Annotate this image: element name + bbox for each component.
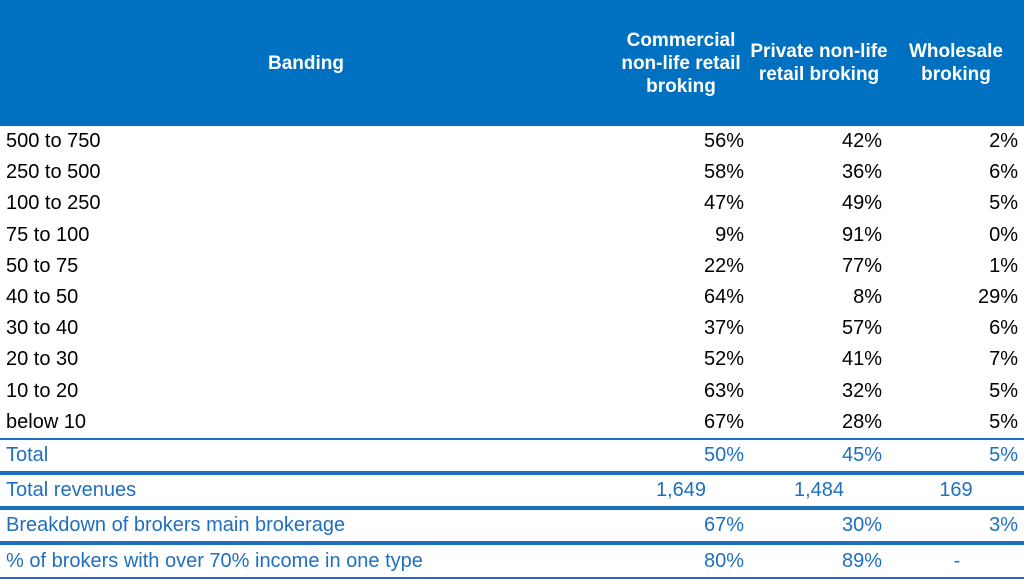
total-row: Total 50% 45% 5% (0, 437, 1024, 474)
breakdown-row: Breakdown of brokers main brokerage 67% 30… (0, 506, 1024, 544)
cell-wholesale: 6% (989, 161, 1018, 184)
cell-private: 77% (841, 254, 882, 277)
table-row: 20 to 30 52% 41% 7% (0, 344, 1024, 375)
cell-commercial: 63% (703, 379, 744, 402)
row-label: 20 to 30 (6, 348, 79, 371)
cell-wholesale: 6% (989, 317, 1018, 340)
table-row: below 10 67% 28% 5% (0, 407, 1024, 439)
header-commercial: Commercial non-life retail broking (612, 0, 750, 126)
table-row: 40 to 50 64% 8% 29% (0, 282, 1024, 313)
cell-wholesale: 169 (888, 471, 1024, 509)
cell-private: 89% (750, 541, 888, 579)
cell-private: 28% (841, 410, 882, 433)
cell-private: 45% (750, 437, 888, 474)
cell-wholesale: 1% (989, 254, 1018, 277)
cell-commercial: 52% (703, 348, 744, 371)
cell-commercial: 37% (703, 317, 744, 340)
cell-commercial: 47% (703, 192, 744, 215)
row-label: 10 to 20 (6, 379, 79, 402)
table-row: 75 to 100 9% 91% 0% (0, 220, 1024, 251)
over-70-row: % of brokers with over 70% income in one… (0, 541, 1024, 579)
cell-private: 57% (841, 317, 882, 340)
cell-commercial: 64% (703, 286, 744, 309)
cell-wholesale: 5% (989, 192, 1018, 215)
cell-wholesale: 3% (888, 506, 1024, 544)
row-label: 50 to 75 (6, 254, 79, 277)
cell-wholesale: 0% (989, 223, 1018, 246)
cell-commercial: 50% (612, 437, 750, 474)
table-row: 250 to 500 58% 36% 6% (0, 157, 1024, 188)
table-row: 50 to 75 22% 77% 1% (0, 251, 1024, 282)
cell-private: 41% (841, 348, 882, 371)
table-row: 10 to 20 63% 32% 5% (0, 376, 1024, 407)
cell-commercial: 67% (703, 410, 744, 433)
cell-wholesale: - (888, 541, 1024, 579)
cell-wholesale: 29% (977, 286, 1018, 309)
cell-private: 91% (841, 223, 882, 246)
summary-label: Breakdown of brokers main brokerage (0, 506, 612, 544)
cell-commercial: 58% (703, 161, 744, 184)
row-label: 100 to 250 (6, 192, 101, 215)
cell-wholesale: 7% (989, 348, 1018, 371)
row-label: below 10 (6, 410, 87, 433)
summary-label: Total (0, 437, 612, 474)
cell-private: 49% (841, 192, 882, 215)
cell-wholesale: 2% (989, 130, 1018, 153)
cell-private: 36% (841, 161, 882, 184)
table-row: 100 to 250 47% 49% 5% (0, 188, 1024, 219)
total-revenues-row: Total revenues 1,649 1,484 169 (0, 471, 1024, 509)
header-banding: Banding (0, 0, 612, 126)
header-row: Banding Commercial non-life retail broki… (0, 0, 1024, 126)
cell-commercial: 67% (612, 506, 750, 544)
cell-private: 32% (841, 379, 882, 402)
cell-wholesale: 5% (989, 410, 1018, 433)
cell-wholesale: 5% (989, 379, 1018, 402)
row-label: 40 to 50 (6, 286, 79, 309)
row-label: 500 to 750 (6, 130, 101, 153)
cell-commercial: 56% (703, 130, 744, 153)
summary-label: Total revenues (0, 471, 612, 509)
header-private: Private non-life retail broking (750, 0, 888, 126)
table-row: 30 to 40 37% 57% 6% (0, 313, 1024, 344)
cell-private: 30% (750, 506, 888, 544)
cell-commercial: 9% (715, 223, 744, 246)
header-wholesale: Wholesale broking (888, 0, 1024, 126)
cell-private: 1,484 (750, 471, 888, 509)
cell-commercial: 22% (703, 254, 744, 277)
summary-label: % of brokers with over 70% income in one… (0, 541, 612, 579)
cell-commercial: 80% (612, 541, 750, 579)
cell-private: 8% (853, 286, 882, 309)
row-label: 30 to 40 (6, 317, 79, 340)
cell-private: 42% (841, 130, 882, 153)
table-row: 500 to 750 56% 42% 2% (0, 126, 1024, 157)
cell-commercial: 1,649 (612, 471, 750, 509)
row-label: 250 to 500 (6, 161, 101, 184)
row-label: 75 to 100 (6, 223, 90, 246)
cell-wholesale: 5% (888, 437, 1024, 474)
